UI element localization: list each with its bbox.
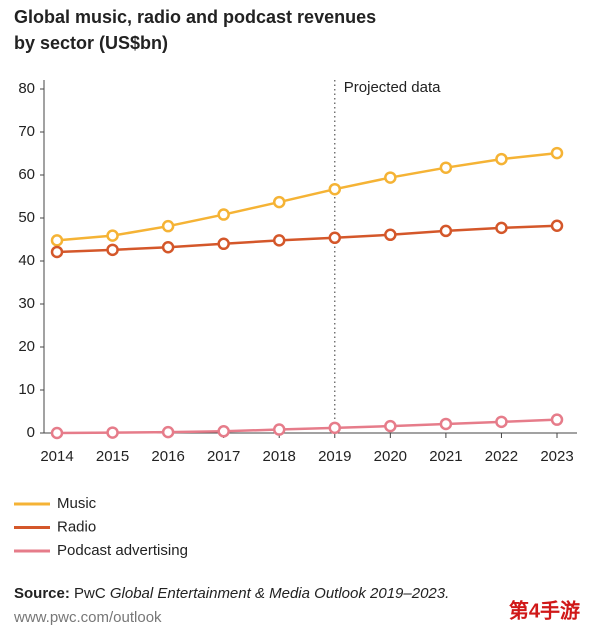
data-point — [328, 421, 342, 435]
data-point — [217, 425, 230, 438]
legend-label: Radio — [57, 518, 96, 535]
data-point — [272, 195, 286, 209]
y-tick-label: 0 — [27, 424, 35, 441]
data-point — [328, 182, 342, 196]
data-point — [495, 152, 508, 166]
data-point — [439, 224, 453, 238]
x-tick-label: 2023 — [540, 448, 573, 465]
source-text: PwC — [74, 585, 106, 602]
legend-label: Music — [57, 495, 97, 512]
data-point — [217, 237, 230, 251]
x-tick-label: 2018 — [263, 448, 296, 465]
data-point — [272, 423, 286, 436]
y-tick-label: 70 — [18, 123, 35, 140]
y-tick-label: 40 — [18, 252, 35, 269]
data-point — [384, 419, 397, 433]
data-point — [217, 208, 230, 221]
x-tick-label: 2021 — [429, 448, 462, 465]
data-point — [50, 426, 64, 440]
y-tick-label: 50 — [18, 209, 35, 226]
data-point — [550, 146, 564, 160]
data-point — [106, 243, 119, 257]
data-point — [495, 415, 508, 429]
data-point — [161, 219, 175, 233]
y-tick-label: 10 — [18, 381, 35, 398]
data-point — [161, 425, 175, 439]
data-point — [50, 245, 64, 259]
x-tick-label: 2020 — [374, 448, 407, 465]
x-tick-label: 2016 — [151, 448, 184, 465]
source: Source: PwC Global Entertainment & Media… — [14, 585, 449, 602]
x-tick-label: 2017 — [207, 448, 240, 465]
annotation: Projected data — [344, 79, 441, 96]
y-tick-label: 80 — [18, 80, 35, 97]
x-tick-label: 2019 — [318, 448, 351, 465]
chart-title: by sector (US$bn) — [14, 33, 168, 53]
data-point — [550, 219, 564, 232]
chart-title: Global music, radio and podcast revenues — [14, 7, 376, 27]
source-url: www.pwc.com/outlook — [13, 609, 162, 626]
data-point — [106, 229, 119, 242]
data-point — [328, 231, 342, 245]
data-point — [161, 240, 175, 254]
data-point — [106, 426, 119, 439]
series-line — [56, 418, 558, 435]
data-point — [50, 234, 64, 247]
y-tick-label: 60 — [18, 166, 35, 183]
data-point — [550, 413, 564, 426]
x-tick-label: 2014 — [40, 448, 73, 465]
series-line — [56, 224, 558, 254]
data-point — [272, 234, 286, 247]
data-point — [384, 171, 397, 184]
data-point — [439, 161, 453, 174]
x-tick-label: 2015 — [96, 448, 129, 465]
source-label: Source: — [14, 585, 70, 602]
series-line — [56, 151, 558, 242]
data-point — [384, 228, 397, 242]
x-tick-label: 2022 — [485, 448, 518, 465]
y-tick-label: 30 — [18, 295, 35, 312]
data-point — [439, 417, 453, 431]
legend-label: Podcast advertising — [57, 542, 188, 559]
watermark: 第4手游 — [509, 598, 580, 622]
data-point — [495, 221, 508, 235]
source-publication: Global Entertainment & Media Outlook 201… — [110, 585, 449, 602]
y-tick-label: 20 — [18, 338, 35, 355]
